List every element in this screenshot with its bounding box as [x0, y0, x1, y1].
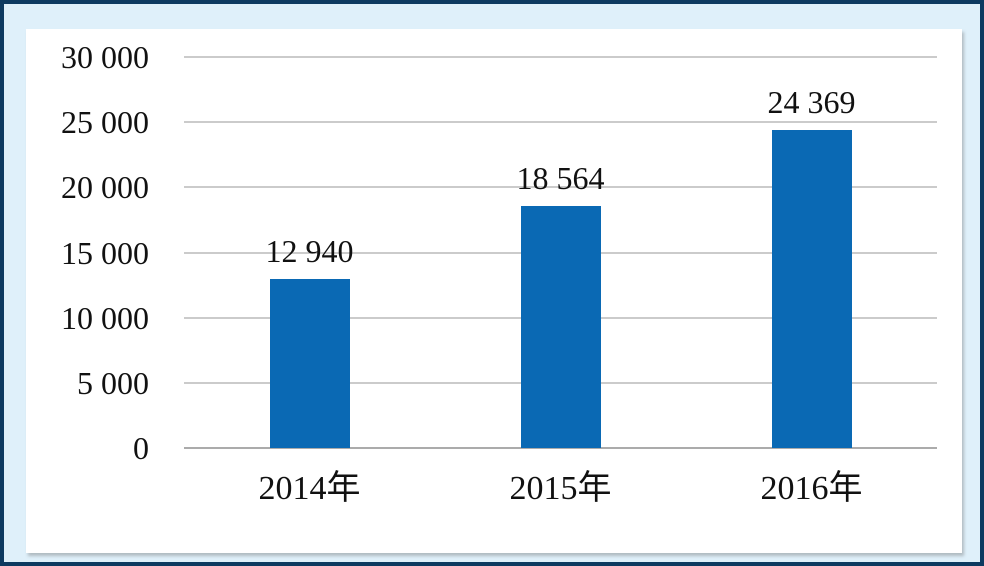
bar-2016: [771, 130, 852, 448]
bar-slot-2: 18 564: [435, 57, 686, 448]
chart-panel: 30 000 25 000 20 000 15 000 10 000 5 000 0 12 …: [26, 29, 962, 553]
y-tick-label: 25 000: [61, 104, 149, 141]
x-axis-line: [184, 447, 937, 449]
bar-2014: [269, 279, 350, 448]
bar-slot-1: 12 940: [184, 57, 435, 448]
bar-slot-3: 24 369: [686, 57, 937, 448]
gridline: [184, 121, 937, 124]
y-tick-label: 15 000: [61, 234, 149, 271]
plot-area: 12 940 18 564 24 369: [184, 56, 937, 449]
bar-value-label: 12 940: [265, 233, 354, 270]
bar-value-label: 24 369: [767, 84, 856, 121]
bar-2015: [520, 206, 601, 448]
y-tick-label: 20 000: [61, 169, 149, 206]
y-axis: 30 000 25 000 20 000 15 000 10 000 5 000 0: [26, 41, 149, 464]
gridline: [184, 186, 937, 189]
x-tick-label: 2014年: [258, 470, 361, 507]
x-tick-label: 2016年: [760, 470, 863, 507]
x-axis: 2014年 2015年 2016年: [184, 472, 937, 522]
bar-value-label: 18 564: [516, 160, 605, 197]
y-tick-label: 30 000: [61, 39, 149, 75]
y-tick-label: 10 000: [61, 299, 149, 336]
slide-background: 30 000 25 000 20 000 15 000 10 000 5 000 0 12 …: [4, 4, 980, 562]
gridline: [184, 56, 937, 58]
y-tick-label: 0: [133, 430, 149, 466]
x-tick-label: 2015年: [509, 470, 612, 507]
y-tick-label: 5 000: [77, 364, 149, 401]
